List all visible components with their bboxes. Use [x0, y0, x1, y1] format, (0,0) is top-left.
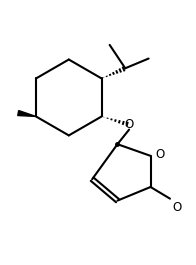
Text: O: O — [155, 148, 165, 161]
Polygon shape — [18, 111, 36, 116]
Text: O: O — [124, 118, 134, 131]
Text: O: O — [172, 201, 181, 214]
